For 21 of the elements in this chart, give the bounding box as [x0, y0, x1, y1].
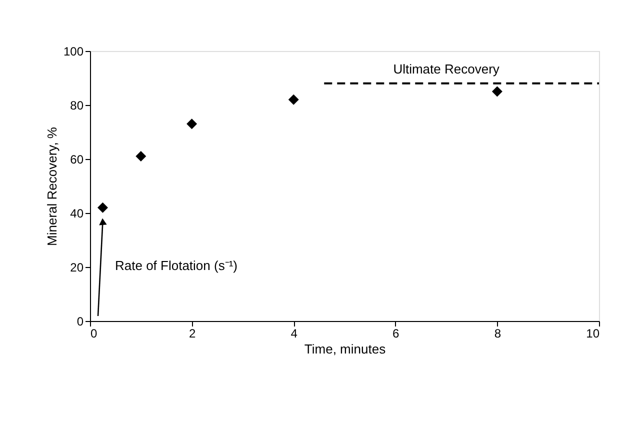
x-axis-title: Time, minutes: [304, 342, 386, 356]
point: [97, 202, 108, 213]
x-tick-label: 8: [494, 326, 502, 340]
y-tick-label: 100: [63, 44, 84, 58]
point: [136, 151, 146, 162]
x-tick-label: 6: [392, 326, 400, 340]
x-tick-label: 2: [188, 326, 196, 340]
annotation: Ultimate Recovery: [393, 61, 500, 76]
y-tick-label: 20: [70, 260, 84, 274]
x-tick-label: 4: [290, 326, 298, 340]
y-tick-label: 0: [76, 314, 84, 328]
x-tick-label: 10: [586, 326, 600, 340]
point: [186, 118, 198, 130]
annotation: Rate of Flotation (s⁻¹): [115, 258, 238, 273]
y-tick-label: 80: [70, 98, 84, 112]
y-tick-label: 60: [70, 152, 84, 166]
y-tick-label: 40: [70, 206, 84, 220]
point: [492, 86, 502, 97]
x-tick-label: 0: [90, 326, 98, 340]
y-axis-title: Mineral Recovery, %: [44, 126, 60, 246]
point: [288, 94, 299, 105]
